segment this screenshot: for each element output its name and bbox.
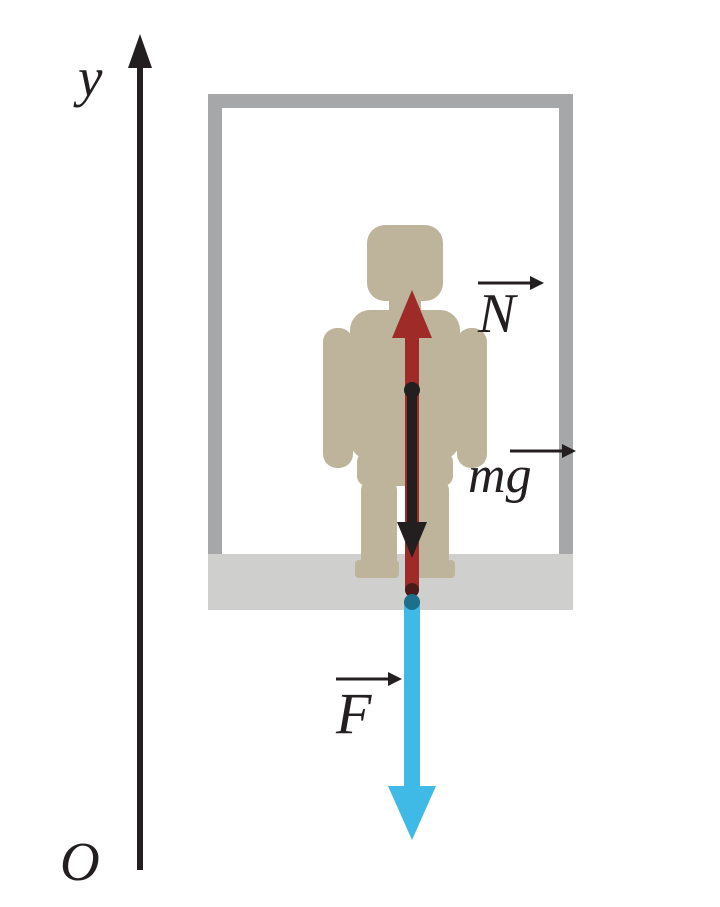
vector-arrow-icon — [478, 272, 544, 290]
applied-force-label: F — [336, 680, 371, 747]
vector-F-text: F — [336, 680, 371, 747]
vectors-layer — [0, 0, 720, 907]
gravity-force-label: m g — [468, 446, 532, 505]
origin-label: O — [60, 830, 100, 893]
vector-N-text: N — [478, 282, 515, 346]
vector-arrow-icon — [336, 668, 402, 686]
diagram-container: y O N m g F — [0, 0, 720, 907]
normal-force-label: N — [478, 282, 515, 346]
axis-y-label: y — [78, 46, 102, 109]
vector-arrow-icon — [510, 440, 576, 458]
vector-mg-prefix: m — [468, 446, 506, 505]
